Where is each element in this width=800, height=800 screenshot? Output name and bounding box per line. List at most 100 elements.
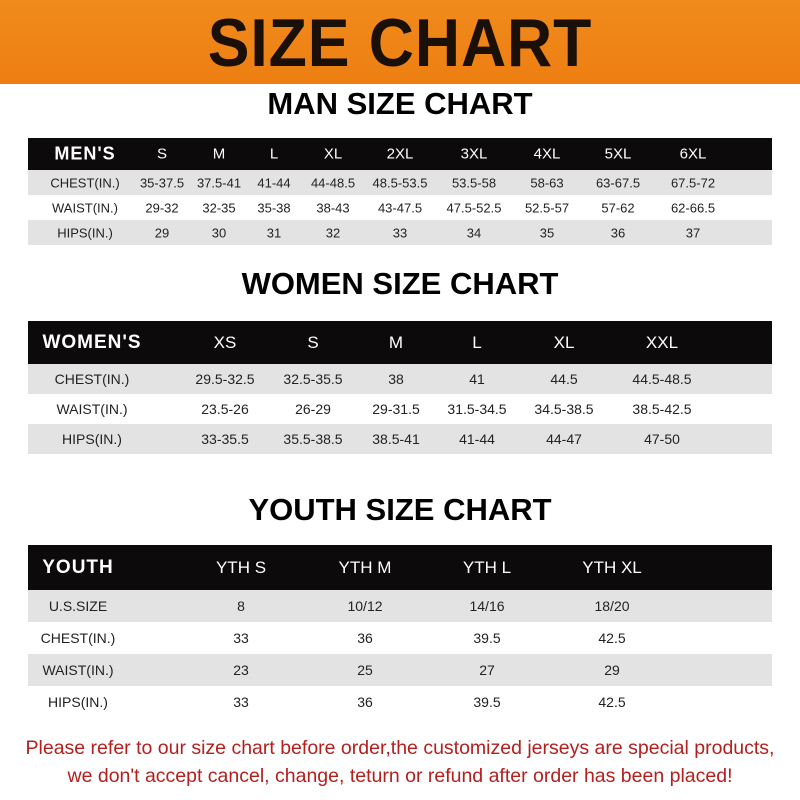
table-cell: 37 (685, 225, 701, 240)
table-cell: 52.5-57 (524, 200, 570, 215)
table-cell: 41-44 (459, 431, 495, 447)
row-label: CHEST(IN.) (50, 175, 120, 190)
table-cell: XXL (645, 332, 679, 352)
table-cell: 57-62 (601, 200, 635, 215)
table-row: U.S.SIZE 8 10/12 14/16 18/20 (28, 590, 772, 622)
table-cell: YTH M (338, 557, 392, 577)
table-cell: 38.5-41 (372, 431, 420, 447)
table-cell: 32-35 (202, 200, 236, 215)
table-cell: 29 (154, 225, 170, 240)
table-cell: 33 (233, 630, 249, 646)
table-cell: 29 (604, 662, 620, 678)
table-cell: 8 (237, 598, 245, 614)
row-label: CHEST(IN.) (40, 630, 116, 646)
table-cell: 47-50 (644, 431, 680, 447)
table-row: HIPS(IN.) 33 36 39.5 42.5 (28, 686, 772, 718)
table-cell: 34 (466, 225, 482, 240)
row-label: MEN'S (54, 143, 116, 164)
table-row: WAIST(IN.) 29-32 32-35 35-38 38-43 43-47.5 47.… (28, 195, 772, 220)
row-label: CHEST(IN.) (54, 371, 130, 387)
table-cell: 32.5-35.5 (283, 371, 343, 387)
table-cell: YTH L (462, 557, 512, 577)
table-cell: 62-66.5 (670, 200, 716, 215)
table-cell: 29-32 (145, 200, 179, 215)
table-cell: 10/12 (347, 598, 383, 614)
women-size-table: WOMEN'S XS S M L XL XXL CHEST(IN.) 29.5-32.5 32.5… (28, 321, 772, 454)
table-cell: 44.5-48.5 (632, 371, 692, 387)
table-cell: 44-48.5 (310, 175, 356, 190)
table-cell: 25 (357, 662, 373, 678)
table-cell: 41-44 (257, 175, 291, 190)
table-row: CHEST(IN.) 35-37.5 37.5-41 41-44 44-48.5 48.5… (28, 170, 772, 195)
table-cell: 43-47.5 (377, 200, 423, 215)
youth-size-table: YOUTH YTH S YTH M YTH L YTH XL U.S.SIZE 8 10/12… (28, 545, 772, 718)
table-cell: 53.5-58 (451, 175, 497, 190)
row-label: YOUTH (42, 556, 114, 578)
table-cell: 58-63 (530, 175, 564, 190)
table-cell: 23.5-26 (201, 401, 249, 417)
banner-title: SIZE CHART (207, 5, 593, 81)
table-cell: 47.5-52.5 (446, 200, 502, 215)
table-cell: 29-31.5 (372, 401, 420, 417)
table-cell: 29.5-32.5 (195, 371, 255, 387)
row-label: WAIST(IN.) (42, 662, 114, 678)
table-row: HIPS(IN.) 29 30 31 32 33 34 35 36 37 (28, 220, 772, 245)
table-cell: 39.5 (473, 630, 501, 646)
table-cell: 14/16 (469, 598, 505, 614)
table-cell: 42.5 (598, 694, 626, 710)
table-cell: 33 (392, 225, 408, 240)
table-header-row: MEN'S S M L XL 2XL 3XL 4XL 5XL 6XL (28, 138, 772, 170)
table-cell: 4XL (533, 145, 561, 163)
table-cell: 35-37.5 (139, 175, 185, 190)
table-cell: XL (553, 332, 575, 352)
row-label: HIPS(IN.) (57, 225, 113, 240)
table-cell: XL (323, 145, 343, 163)
table-cell: 5XL (604, 145, 632, 163)
row-label: WAIST(IN.) (52, 200, 118, 215)
table-cell: 48.5-53.5 (372, 175, 428, 190)
table-cell: 67.5-72 (670, 175, 716, 190)
table-cell: 31 (266, 225, 282, 240)
table-row: WAIST(IN.) 23 25 27 29 (28, 654, 772, 686)
table-cell: 34.5-38.5 (534, 401, 594, 417)
notice-line-2: we don't accept cancel, change, teturn o… (67, 765, 733, 787)
table-cell: 42.5 (598, 630, 626, 646)
table-cell: L (472, 332, 482, 352)
table-cell: 36 (610, 225, 626, 240)
table-cell: 3XL (460, 145, 488, 163)
table-cell: 38-43 (316, 200, 350, 215)
notice-line-1: Please refer to our size chart before or… (25, 737, 775, 759)
table-cell: 18/20 (594, 598, 630, 614)
table-cell: 44-47 (546, 431, 582, 447)
table-cell: 33-35.5 (201, 431, 249, 447)
order-notice: Please refer to our size chart before or… (0, 734, 800, 790)
table-row: HIPS(IN.) 33-35.5 35.5-38.5 38.5-41 41-44 44-… (28, 424, 772, 454)
table-cell: YTH S (215, 557, 267, 577)
table-cell: 44.5 (550, 371, 578, 387)
table-row: WAIST(IN.) 23.5-26 26-29 29-31.5 31.5-34.5 34… (28, 394, 772, 424)
table-cell: 36 (357, 630, 373, 646)
table-cell: 31.5-34.5 (447, 401, 507, 417)
title-banner (0, 0, 800, 84)
table-cell: 6XL (679, 145, 707, 163)
table-cell: 37.5-41 (196, 175, 242, 190)
table-cell: 2XL (386, 145, 414, 163)
row-label: HIPS(IN.) (48, 694, 108, 710)
table-row: CHEST(IN.) 33 36 39.5 42.5 (28, 622, 772, 654)
table-cell: 26-29 (295, 401, 331, 417)
row-label: U.S.SIZE (48, 598, 108, 614)
table-cell: 63-67.5 (595, 175, 641, 190)
table-cell: S (307, 332, 319, 352)
table-cell: 39.5 (473, 694, 501, 710)
row-label: WOMEN'S (42, 331, 142, 353)
table-cell: S (156, 145, 168, 163)
table-cell: XS (213, 332, 237, 352)
row-label: WAIST(IN.) (56, 401, 128, 417)
table-header-row: WOMEN'S XS S M L XL XXL (28, 321, 772, 364)
table-cell: 35-38 (257, 200, 291, 215)
table-cell: M (212, 145, 226, 163)
table-cell: 38.5-42.5 (632, 401, 692, 417)
table-cell: YTH XL (582, 557, 642, 577)
row-label: HIPS(IN.) (62, 431, 122, 447)
table-cell: L (269, 145, 279, 163)
